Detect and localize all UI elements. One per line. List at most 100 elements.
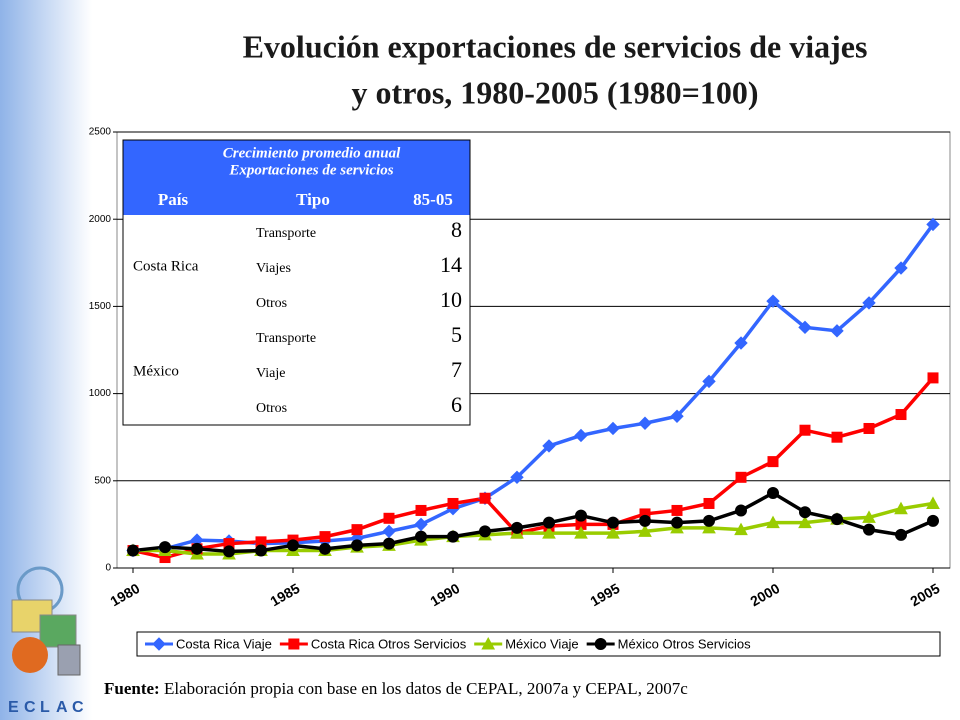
- marker: [863, 523, 875, 536]
- marker: [542, 526, 556, 539]
- marker: [159, 541, 171, 554]
- table-body: [123, 215, 470, 425]
- marker: [862, 296, 876, 310]
- marker: [479, 525, 491, 538]
- legend-box: [136, 631, 941, 657]
- table-type: Transporte: [256, 331, 316, 346]
- logo: [11, 566, 81, 676]
- x-tick-label: 1980: [107, 580, 142, 610]
- marker: [414, 517, 428, 532]
- table-value: 10: [440, 287, 462, 312]
- marker: [766, 515, 780, 529]
- marker: [926, 217, 940, 232]
- source-label: Fuente:: [104, 679, 160, 698]
- marker: [894, 501, 908, 515]
- marker: [926, 496, 940, 509]
- marker: [415, 530, 427, 543]
- logo-letter: L: [40, 699, 50, 716]
- marker: [447, 530, 459, 543]
- marker: [191, 542, 203, 555]
- marker: [895, 528, 907, 541]
- marker: [831, 513, 843, 526]
- table-column: País: [158, 190, 189, 209]
- legend-label: México Viaje: [505, 636, 578, 651]
- marker: [383, 512, 395, 524]
- marker: [319, 531, 331, 543]
- source-text: Elaboración propia con base en los datos…: [164, 679, 688, 698]
- marker: [767, 487, 779, 500]
- marker: [894, 261, 908, 275]
- marker: [766, 294, 780, 308]
- marker: [862, 510, 876, 523]
- logo-letter: E: [8, 699, 19, 716]
- marker: [382, 524, 396, 539]
- marker: [895, 409, 907, 421]
- table-type: Viajes: [256, 261, 291, 276]
- marker: [288, 638, 300, 650]
- y-tick-label: 0: [105, 563, 111, 574]
- marker: [927, 514, 939, 527]
- logo-letter: C: [24, 699, 36, 716]
- marker: [799, 424, 811, 436]
- marker: [638, 416, 652, 430]
- marker: [638, 524, 652, 537]
- marker: [574, 526, 588, 539]
- table-type: Viaje: [256, 366, 285, 381]
- marker: [351, 524, 363, 536]
- marker: [223, 545, 235, 558]
- marker: [606, 526, 620, 539]
- table-value: 6: [451, 392, 462, 417]
- marker: [447, 497, 459, 509]
- marker: [703, 514, 715, 527]
- legend-label: Costa Rica Otros Servicios: [311, 636, 467, 651]
- marker: [481, 636, 496, 650]
- table-value: 5: [451, 322, 462, 347]
- marker: [383, 537, 395, 550]
- marker: [767, 456, 779, 468]
- marker: [594, 638, 607, 650]
- marker: [542, 439, 556, 453]
- marker: [927, 372, 939, 384]
- table-value: 14: [440, 252, 462, 277]
- marker: [798, 515, 812, 529]
- marker: [734, 336, 748, 350]
- table-border: [122, 139, 471, 426]
- marker: [511, 521, 523, 534]
- table-title: Exportaciones de servicios: [228, 162, 393, 178]
- y-tick-label: 1000: [89, 388, 112, 399]
- table-title: Crecimiento promedio anual: [223, 145, 401, 161]
- marker: [671, 516, 683, 529]
- marker: [863, 422, 875, 434]
- x-tick-label: 2005: [907, 580, 942, 610]
- table-value: 8: [451, 217, 462, 242]
- marker: [415, 504, 427, 516]
- marker: [127, 544, 139, 557]
- y-tick-label: 500: [94, 475, 111, 486]
- marker: [510, 470, 524, 485]
- legend-label: Costa Rica Viaje: [176, 636, 272, 651]
- table-type: Otros: [256, 401, 287, 416]
- x-tick-label: 1985: [267, 580, 302, 610]
- marker: [319, 542, 331, 555]
- marker: [734, 522, 748, 536]
- table-column: 85-05: [413, 190, 453, 209]
- y-tick-label: 2500: [89, 127, 112, 138]
- marker: [543, 516, 555, 529]
- marker: [575, 509, 587, 522]
- marker: [287, 539, 299, 552]
- marker: [574, 428, 588, 443]
- marker: [703, 497, 715, 509]
- y-tick-label: 2000: [89, 214, 112, 225]
- marker: [702, 520, 716, 534]
- table-column: Tipo: [296, 190, 330, 209]
- marker: [735, 471, 747, 483]
- x-tick-label: 1995: [587, 580, 622, 610]
- marker: [639, 514, 651, 527]
- marker: [152, 637, 166, 651]
- x-tick-label: 1990: [427, 580, 462, 610]
- chart-title: y otros, 1980-2005 (1980=100): [352, 74, 759, 110]
- y-tick-label: 1500: [89, 301, 112, 312]
- marker: [606, 421, 620, 436]
- marker: [798, 320, 812, 335]
